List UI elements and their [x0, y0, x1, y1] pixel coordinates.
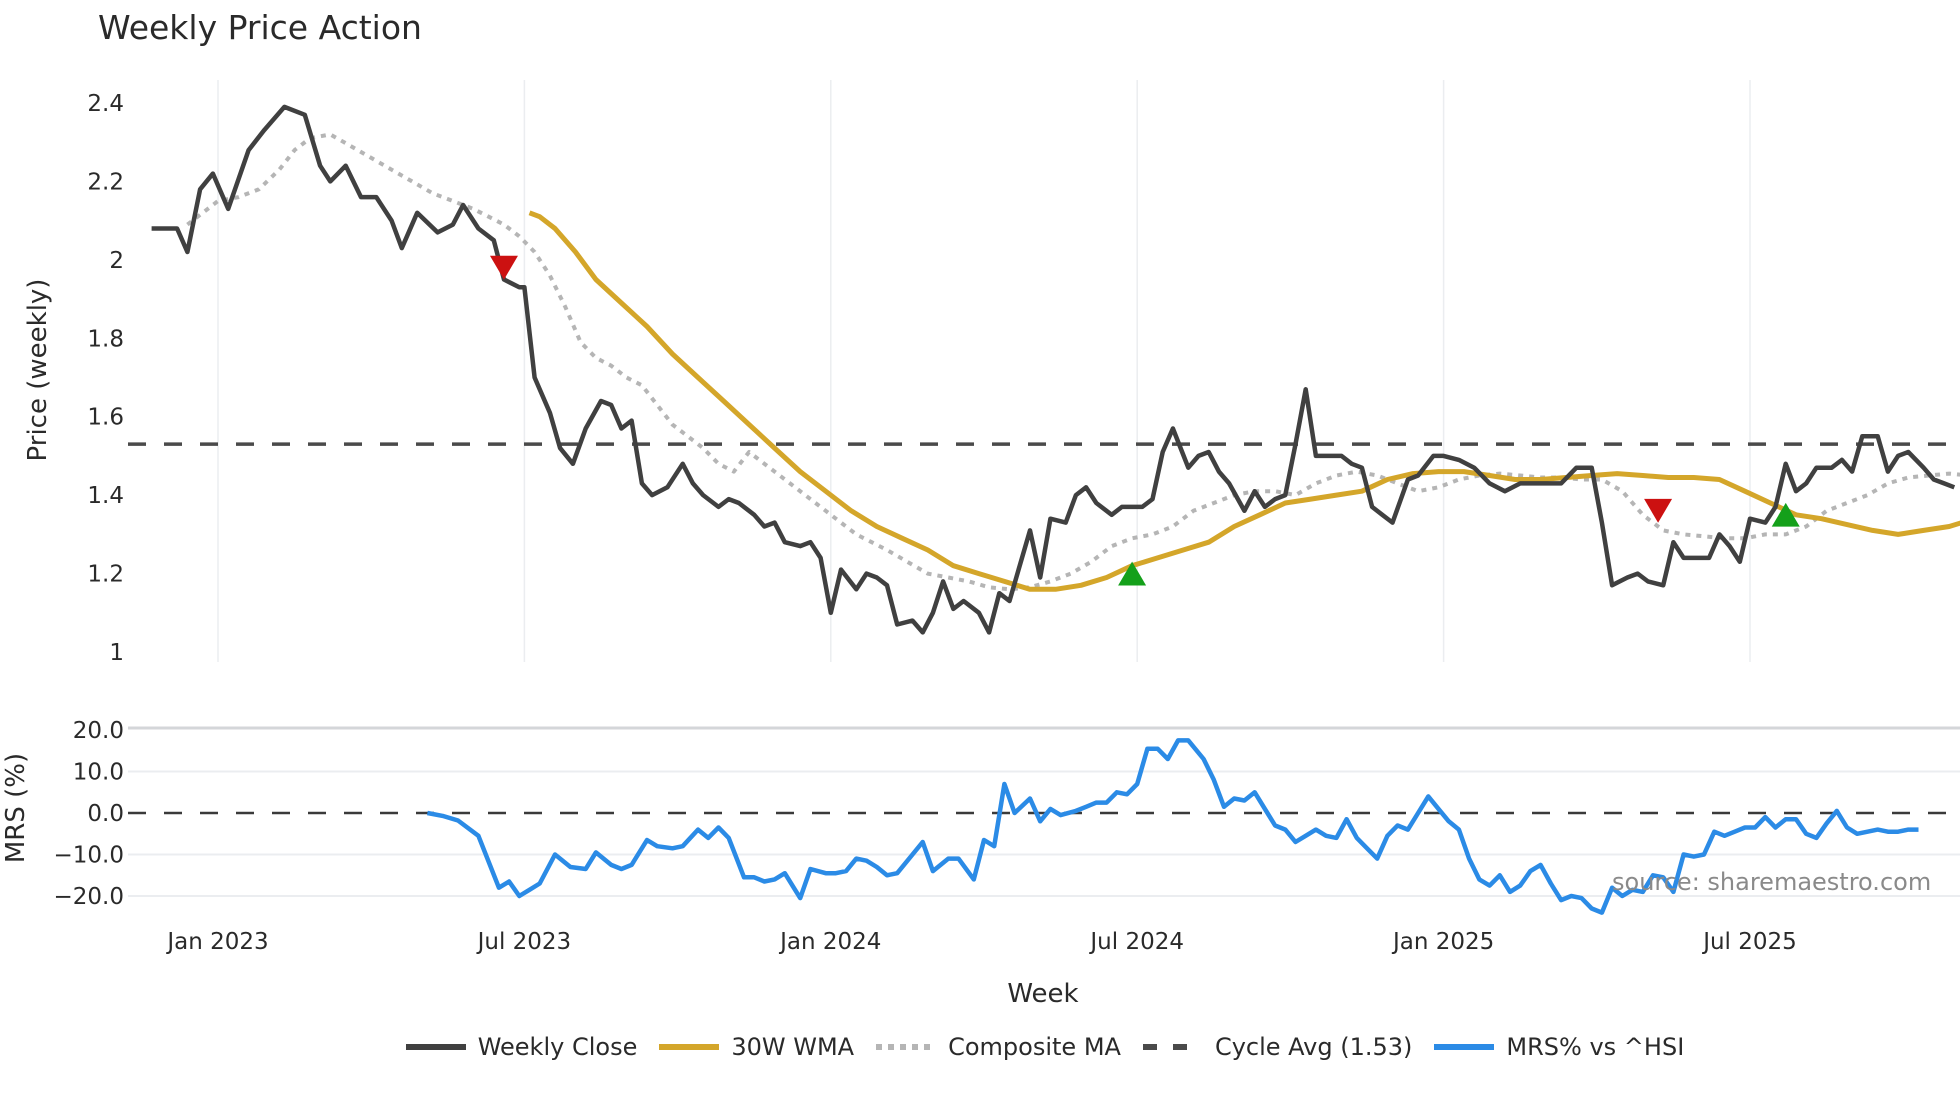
legend-label: MRS% vs ^HSI [1506, 1033, 1684, 1061]
x-tick-label: Jan 2024 [778, 929, 881, 955]
mrs-y-tick: 0.0 [87, 801, 124, 827]
price-y-tick: 1.2 [87, 562, 124, 588]
legend-item-cycle-avg[interactable]: Cycle Avg (1.53) [1143, 1033, 1412, 1061]
price-y-tick: 1.6 [87, 405, 124, 431]
price-y-axis-title: Price (weekly) [23, 279, 53, 462]
mrs-y-axis-title: MRS (%) [1, 753, 31, 863]
mrs-y-tick: −20.0 [54, 884, 124, 910]
chart-title: Weekly Price Action [98, 8, 422, 47]
legend-swatch-icon [876, 1044, 936, 1050]
composite-ma-line[interactable] [187, 134, 1960, 589]
x-tick-label: Jul 2024 [1088, 929, 1184, 955]
sell-signal-marker-icon[interactable] [490, 256, 518, 280]
legend-item-mrs[interactable]: MRS% vs ^HSI [1434, 1033, 1684, 1061]
price-y-tick: 1.8 [87, 326, 124, 352]
legend-item-wma[interactable]: 30W WMA [659, 1033, 854, 1061]
price-series-layer[interactable] [128, 107, 1960, 633]
legend-label: Composite MA [948, 1033, 1121, 1061]
legend-swatch-icon [406, 1044, 466, 1050]
legend-label: 30W WMA [731, 1033, 854, 1061]
legend-swatch-icon [1434, 1044, 1494, 1050]
chart-legend: Weekly Close 30W WMA Composite MA Cycle Avg… [0, 1033, 1960, 1061]
legend-swatch-icon [659, 1044, 719, 1050]
mrs-y-axis-ticks: 20.0 10.0 0.0 −10.0 −20.0 [54, 718, 124, 910]
price-y-tick: 2.2 [87, 169, 124, 195]
source-watermark: source: sharemaestro.com [1612, 868, 1931, 896]
price-y-tick: 2.4 [87, 91, 124, 117]
mrs-y-tick: 10.0 [73, 760, 124, 786]
x-tick-label: Jul 2025 [1701, 929, 1797, 955]
price-y-axis-ticks: 1 1.2 1.4 1.6 1.8 2 2.2 2.4 [87, 91, 124, 666]
legend-swatch-icon [1143, 1044, 1203, 1050]
legend-item-weekly-close[interactable]: Weekly Close [406, 1033, 638, 1061]
price-y-tick: 2 [109, 248, 124, 274]
x-axis-title: Week [1007, 979, 1078, 1009]
price-y-tick: 1 [109, 640, 124, 666]
x-tick-label: Jan 2023 [165, 929, 268, 955]
x-tick-label: Jan 2025 [1391, 929, 1494, 955]
x-tick-label: Jul 2023 [476, 929, 572, 955]
mrs-y-tick: 20.0 [73, 718, 124, 744]
price-y-tick: 1.4 [87, 483, 124, 509]
legend-item-composite[interactable]: Composite MA [876, 1033, 1121, 1061]
legend-label: Cycle Avg (1.53) [1215, 1033, 1412, 1061]
legend-label: Weekly Close [478, 1033, 638, 1061]
mrs-y-tick: −10.0 [54, 843, 124, 869]
x-axis-ticks: Jan 2023 Jul 2023 Jan 2024 Jul 2024 Jan 2025… [165, 929, 1796, 955]
